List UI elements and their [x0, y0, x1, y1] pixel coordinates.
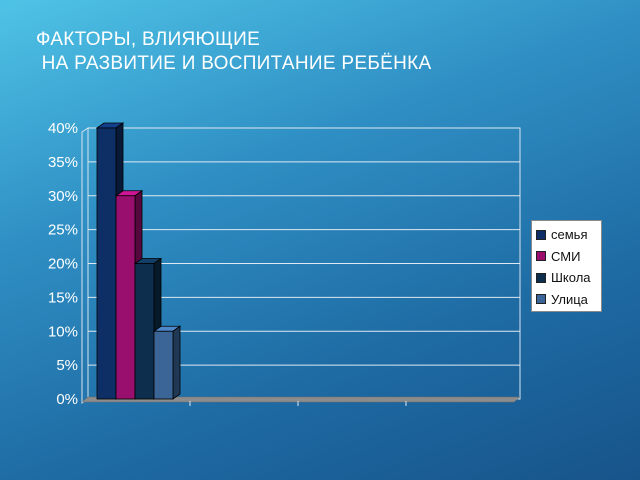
bars	[95, 122, 182, 400]
bar-front	[153, 330, 174, 400]
bar-front	[134, 263, 155, 400]
x-axis-ticks	[189, 401, 407, 406]
chart-legend: семья СМИ Школа Улица	[531, 220, 602, 312]
legend-label-family: семья	[551, 227, 588, 243]
floor-surface	[81, 396, 521, 403]
legend-item-school: Школа	[536, 267, 601, 289]
bar-front	[115, 195, 136, 400]
legend-swatch-street	[536, 294, 546, 305]
y-tick-label: 5%	[56, 357, 78, 374]
y-tick-label: 15%	[48, 289, 78, 306]
slide-title: ФАКТОРЫ, ВЛИЯЮЩИЕ НА РАЗВИТИЕ И ВОСПИТАН…	[36, 28, 431, 76]
y-tick-label: 20%	[48, 256, 78, 273]
legend-swatch-family	[536, 229, 546, 240]
bar-4	[152, 325, 182, 400]
legend-label-street: Улица	[551, 291, 588, 307]
slide-title-line-1: ФАКТОРЫ, ВЛИЯЮЩИЕ	[36, 29, 261, 50]
y-tick-label: 10%	[48, 323, 78, 340]
legend-item-family: семья	[536, 224, 601, 246]
legend-item-media: СМИ	[536, 246, 601, 268]
legend-swatch-media	[536, 251, 546, 262]
chart-floor	[81, 396, 521, 403]
legend-label-media: СМИ	[551, 248, 581, 264]
y-tick-label: 25%	[48, 222, 78, 239]
y-axis-ticks: 0% 5% 10% 15% 20% 25% 30% 35% 40%	[48, 120, 78, 408]
y-tick-label: 30%	[48, 188, 78, 205]
legend-label-school: Школа	[551, 270, 591, 286]
y-tick-label: 35%	[48, 154, 78, 171]
side-wall	[81, 127, 89, 404]
bar-front	[96, 127, 117, 400]
y-tick-label: 0%	[56, 391, 78, 408]
legend-swatch-school	[536, 272, 546, 283]
bar-side	[172, 325, 181, 400]
slide-title-line-2: НА РАЗВИТИЕ И ВОСПИТАНИЕ РЕБЁНКА	[36, 53, 432, 74]
y-tick-label: 40%	[48, 120, 78, 137]
legend-item-street: Улица	[536, 289, 601, 311]
